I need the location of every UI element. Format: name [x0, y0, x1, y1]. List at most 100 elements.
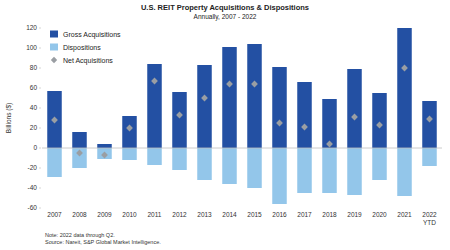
point	[201, 95, 208, 102]
bar	[247, 148, 262, 188]
point	[426, 116, 433, 123]
x-tick-label-line: 2009	[97, 211, 112, 218]
y-tick	[39, 168, 41, 169]
bar	[272, 67, 287, 148]
point	[351, 114, 358, 121]
point	[326, 141, 333, 148]
point	[401, 65, 408, 72]
bar	[222, 148, 237, 184]
marks	[47, 28, 437, 204]
zero-line	[42, 148, 442, 149]
subtitle: Annually, 2007 - 2022	[194, 13, 257, 21]
bar	[297, 82, 312, 148]
x-tick-label-line: YTD	[423, 219, 436, 226]
bar	[147, 64, 162, 148]
x-tick-label: 2012	[172, 211, 187, 218]
point	[301, 124, 308, 131]
x-tick-label: 2021	[397, 211, 412, 218]
legend-swatch	[51, 57, 57, 63]
legend-label: Gross Acquisitions	[63, 31, 121, 39]
x-tick-label-line: 2012	[172, 211, 187, 218]
y-tick-label: 80	[30, 64, 38, 71]
bar	[372, 93, 387, 148]
x-tick-label-line: 2010	[122, 211, 137, 218]
legend-label: Dispositions	[63, 44, 101, 52]
y-tick	[39, 108, 41, 109]
bar	[422, 148, 437, 166]
x-tick-label: 2014	[222, 211, 237, 218]
chart: U.S. REIT Property Acquisitions & Dispos…	[0, 0, 450, 250]
bar	[222, 47, 237, 148]
x-tick-label-line: 2014	[222, 211, 237, 218]
y-tick-label: 60	[30, 84, 38, 91]
y-tick	[39, 148, 41, 149]
bar	[347, 148, 362, 195]
x-tick-label: 2013	[197, 211, 212, 218]
bar	[147, 148, 162, 165]
bar	[397, 28, 412, 148]
point	[276, 120, 283, 127]
point	[101, 152, 108, 159]
x-tick-label-line: 2017	[297, 211, 312, 218]
bar	[172, 92, 187, 148]
y-tick	[39, 68, 41, 69]
x-tick-label: 2016	[272, 211, 287, 218]
note: Note: 2022 data through Q2.	[45, 232, 115, 238]
x-tick-label-line: 2020	[372, 211, 387, 218]
point	[176, 112, 183, 119]
y-tick	[39, 208, 41, 209]
bar	[322, 148, 337, 193]
legend-swatch	[50, 44, 58, 51]
bar	[122, 148, 137, 160]
point	[226, 81, 233, 88]
x-tick-label-line: 2021	[397, 211, 412, 218]
y-tick-label: -20	[28, 164, 38, 171]
bar	[197, 65, 212, 148]
bar	[372, 148, 387, 180]
x-tick-label: 2008	[72, 211, 87, 218]
point	[151, 78, 158, 85]
y-tick	[39, 48, 41, 49]
x-tick-label-line: 2022	[422, 211, 437, 218]
x-tick-label: 2017	[297, 211, 312, 218]
y-tick	[39, 188, 41, 189]
x-tick-label: 2022YTD	[422, 211, 437, 226]
x-tick-label: 2007	[47, 211, 62, 218]
bar	[72, 132, 87, 148]
y-tick	[39, 128, 41, 129]
x-tick-label-line: 2013	[197, 211, 212, 218]
note: Source: Nareit, S&P Global Market Intell…	[45, 239, 161, 245]
point	[76, 150, 83, 157]
bar	[47, 148, 62, 177]
point	[126, 125, 133, 132]
y-tick	[39, 28, 41, 29]
x-tick-label-line: 2008	[72, 211, 87, 218]
title: U.S. REIT Property Acquisitions & Dispos…	[141, 3, 309, 12]
x-tick-label-line: 2016	[272, 211, 287, 218]
y-axis-label: Billions ($)	[5, 103, 13, 133]
legend-swatch	[50, 31, 58, 38]
point	[251, 81, 258, 88]
y-tick-label: 20	[30, 124, 38, 131]
y-tick-label: -40	[28, 184, 38, 191]
y-tick-label: -60	[28, 204, 38, 211]
point	[51, 117, 58, 124]
bar	[422, 101, 437, 148]
y-tick-label: 0	[33, 144, 37, 151]
y-tick-label: 100	[26, 44, 37, 51]
x-tick-label-line: 2011	[148, 211, 162, 218]
bar	[72, 148, 87, 168]
x-tick-label-line: 2007	[47, 211, 62, 218]
point	[376, 122, 383, 129]
y-tick-label: 40	[30, 104, 38, 111]
bar	[297, 148, 312, 193]
bar	[97, 144, 112, 148]
x-tick-label: 2018	[322, 211, 337, 218]
bar	[322, 99, 337, 148]
x-tick-label: 2015	[247, 211, 262, 218]
bar	[247, 44, 262, 148]
bar	[97, 148, 112, 159]
x-tick-label: 2010	[122, 211, 137, 218]
x-tick-label: 2009	[97, 211, 112, 218]
bar	[47, 91, 62, 148]
